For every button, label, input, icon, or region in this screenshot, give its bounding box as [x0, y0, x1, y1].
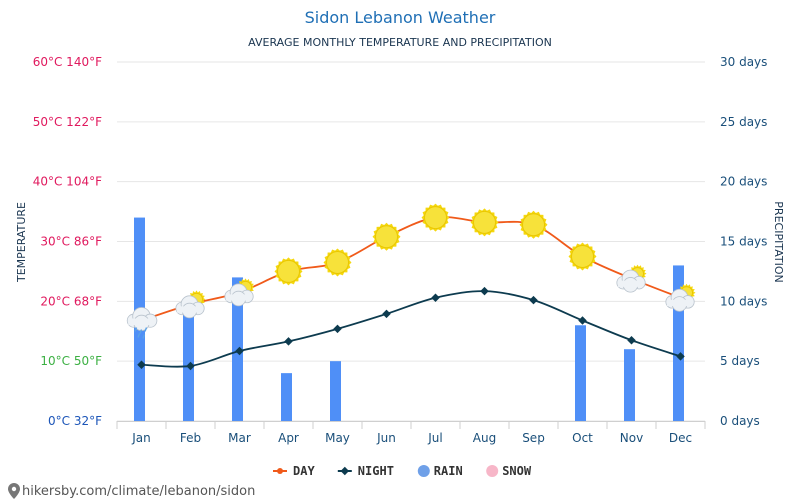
legend-marker-circle	[486, 465, 499, 477]
night-point	[431, 293, 440, 302]
legend-marker-diamond	[340, 466, 350, 476]
rain-bar	[330, 361, 341, 421]
night-point	[137, 360, 146, 369]
sun-icon	[568, 242, 597, 271]
night-point	[578, 316, 587, 325]
right-tick-label: 10 days	[720, 294, 767, 308]
left-tick-label: 0°C 32°F	[48, 414, 102, 428]
legend-label: NIGHT	[358, 464, 394, 478]
night-point	[333, 324, 342, 334]
x-tick-label: Nov	[620, 431, 643, 445]
left-tick-label: 60°C 140°F	[33, 55, 102, 69]
right-tick-label: 30 days	[720, 55, 767, 69]
right-tick-label: 20 days	[720, 175, 767, 189]
legend-item-night[interactable]: NIGHT	[337, 464, 394, 478]
left-tick-label: 50°C 122°F	[33, 115, 102, 129]
right-tick-label: 5 days	[720, 354, 760, 368]
x-tick-label: Dec	[669, 431, 692, 445]
sun-icon	[421, 203, 450, 232]
night-point	[676, 352, 685, 361]
right-axis-label: PRECIPITATION	[772, 201, 785, 282]
sun-cloud-icon	[616, 264, 647, 293]
chart-title: Sidon Lebanon Weather	[305, 8, 496, 27]
source-link[interactable]: hikersby.com/climate/lebanon/sidon	[22, 484, 255, 499]
left-tick-label: 10°C 50°F	[40, 354, 102, 368]
x-axis-ticks: Jan Feb Mar Apr May Jun Jul Aug Sep Oct Nov Dec	[131, 431, 692, 445]
right-tick-label: 15 days	[720, 235, 767, 249]
cloud-rain-icon	[126, 307, 158, 339]
sun-icon	[372, 222, 401, 251]
location-pin-icon	[8, 483, 20, 499]
sun-icon	[470, 208, 499, 237]
night-point	[529, 295, 538, 305]
x-tick-label: Apr	[278, 431, 299, 445]
rain-bar	[281, 373, 292, 421]
left-tick-label: 30°C 86°F	[40, 235, 102, 249]
legend-marker-dot	[277, 468, 283, 474]
night-point	[627, 335, 636, 345]
night-point	[235, 346, 244, 356]
x-tick-label: May	[325, 431, 350, 445]
source-footer[interactable]: hikersby.com/climate/lebanon/sidon	[8, 483, 255, 499]
weather-icons	[126, 203, 696, 339]
sun-cloud-icon	[175, 290, 206, 319]
night-line	[141, 290, 681, 368]
legend-label: DAY	[293, 464, 315, 478]
legend-label: RAIN	[434, 464, 463, 478]
left-tick-label: 40°C 104°F	[33, 175, 102, 189]
night-point	[284, 337, 293, 346]
x-tick-label: Sep	[522, 431, 545, 445]
x-tick-label: Aug	[473, 431, 496, 445]
legend[interactable]: DAY NIGHT RAIN SNOW	[273, 464, 532, 478]
right-tick-label: 0 days	[720, 414, 760, 428]
temperature-lines	[137, 215, 685, 371]
left-tick-label: 20°C 68°F	[40, 294, 102, 308]
rain-bar	[673, 265, 684, 421]
sun-icon	[519, 210, 548, 239]
legend-item-day[interactable]: DAY	[273, 464, 315, 478]
left-axis-label: TEMPERATURE	[15, 202, 28, 283]
legend-item-snow[interactable]: SNOW	[486, 464, 532, 478]
night-point	[382, 309, 391, 319]
x-tick-label: Jan	[131, 431, 151, 445]
grid	[116, 61, 706, 429]
right-tick-label: 25 days	[720, 115, 767, 129]
sun-icon	[323, 248, 352, 277]
sun-cloud-icon	[224, 278, 255, 307]
x-tick-label: Oct	[572, 431, 593, 445]
sun-icon	[274, 257, 303, 286]
x-tick-label: Mar	[228, 431, 251, 445]
left-axis-ticks: 60°C 140°F 50°C 122°F 40°C 104°F 30°C 86°F 2…	[33, 55, 102, 428]
rain-bar	[624, 349, 635, 421]
sun-cloud-icon	[665, 283, 696, 312]
rain-bar	[575, 325, 586, 421]
x-tick-label: Jul	[427, 431, 442, 445]
legend-item-rain[interactable]: RAIN	[417, 464, 463, 478]
chart-subtitle: AVERAGE MONTHLY TEMPERATURE AND PRECIPIT…	[248, 36, 552, 49]
rain-bars	[134, 217, 684, 421]
night-point	[480, 286, 489, 296]
legend-label: SNOW	[502, 464, 532, 478]
legend-marker-circle	[417, 465, 430, 477]
night-point	[186, 361, 195, 371]
right-axis-ticks: 30 days 25 days 20 days 15 days 10 days 5 day…	[720, 55, 767, 428]
x-tick-label: Jun	[376, 431, 396, 445]
x-tick-label: Feb	[180, 431, 201, 445]
